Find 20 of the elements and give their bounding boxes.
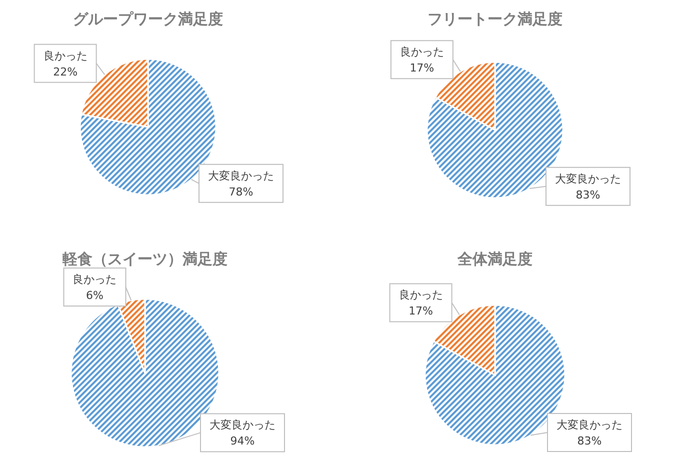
chart-title: グループワーク満足度 xyxy=(73,10,223,28)
slice-label: 良かった xyxy=(400,46,444,59)
chart-title: 軽食（スイーツ）満足度 xyxy=(62,250,228,268)
data-label: 17% xyxy=(408,304,434,318)
data-label: 83% xyxy=(577,434,602,448)
slice-label: 良かった xyxy=(43,49,88,62)
chart-title: 全体満足度 xyxy=(456,250,532,268)
data-label: 78% xyxy=(228,185,254,198)
slice-label: 大変良かった xyxy=(208,169,274,182)
slice-label: 大変良かった xyxy=(555,172,621,186)
slice-label: 良かった xyxy=(72,273,117,286)
chart-title: フリートーク満足度 xyxy=(428,10,562,28)
data-label: 22% xyxy=(53,65,78,78)
slice-label: 大変良かった xyxy=(210,418,276,432)
slice-label: 大変良かった xyxy=(556,418,622,432)
data-label: 6% xyxy=(86,289,104,302)
data-label: 83% xyxy=(576,188,600,202)
data-label: 94% xyxy=(230,434,255,448)
data-label: 17% xyxy=(410,62,434,75)
slice-label: 良かった xyxy=(398,288,443,302)
